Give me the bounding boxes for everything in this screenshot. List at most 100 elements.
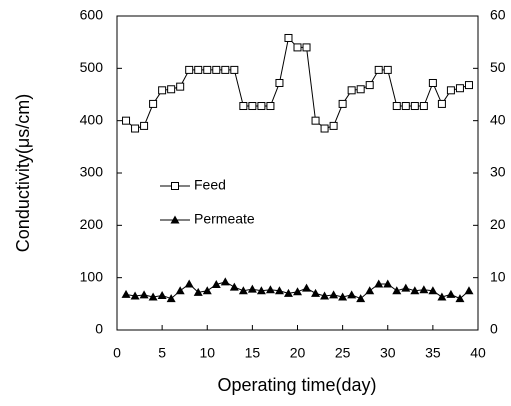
data-point [275,78,284,87]
data-point [167,85,176,94]
data-point [157,290,167,299]
data-point [283,288,293,297]
data-point [428,286,438,295]
data-point [374,65,383,74]
data-point [383,65,392,74]
x-tick-label: 35 [425,345,441,361]
y-tick-label: 400 [80,111,104,127]
data-point [166,294,176,303]
data-point [311,288,321,297]
data-point [347,86,356,95]
data-point [175,286,185,295]
data-point [122,116,131,125]
x-axis-title: Operating time(day) [217,375,376,395]
data-point [211,279,221,288]
x-tick-label: 30 [380,345,396,361]
data-point [239,102,248,111]
legend-marker [170,215,180,224]
data-point [356,85,365,94]
data-point [185,65,194,74]
data-point [230,65,239,74]
x-tick-label: 0 [113,345,121,361]
data-point [464,286,474,295]
data-point [401,283,411,292]
data-point [365,81,374,90]
legend-marker [171,182,179,190]
y-tick-label: 200 [80,216,104,232]
data-point [329,121,338,130]
data-point [446,86,455,95]
data-point [428,78,437,87]
data-point [247,284,257,293]
data-point [410,286,420,295]
data-point [365,286,375,295]
data-point [184,279,194,288]
data-point [320,124,329,133]
data-point [293,43,302,52]
data-point [419,285,429,294]
data-point [455,294,465,303]
y2-tick-label: 10 [490,268,506,284]
data-point [437,292,447,301]
data-point [212,65,221,74]
legend-label: Feed [194,177,226,193]
data-point [401,102,410,111]
x-tick-label: 15 [245,345,261,361]
data-point [464,81,473,90]
x-tick-label: 5 [158,345,166,361]
data-point [302,43,311,52]
x-tick-label: 25 [335,345,351,361]
y-tick-label: 300 [80,164,104,180]
data-point [158,86,167,95]
data-point [320,291,330,300]
data-point [194,65,203,74]
data-point [238,286,248,295]
y2-tick-label: 30 [490,164,506,180]
y-axis-title: Conductivity(μs/cm) [13,94,33,252]
data-point [455,84,464,93]
data-point [257,102,266,111]
data-point [338,292,348,301]
data-point [383,279,393,288]
x-tick-label: 10 [199,345,215,361]
data-point [374,279,384,288]
data-point [265,285,275,294]
data-point [256,286,266,295]
data-point [221,65,230,74]
data-point [302,283,312,292]
x-tick-label: 20 [290,345,306,361]
data-point [338,99,347,108]
plot-frame [116,15,479,331]
data-point [392,102,401,111]
x-tick-label: 40 [470,345,486,361]
data-point [140,121,149,130]
y-tick-label: 100 [80,268,104,284]
data-point [193,287,203,296]
data-point [293,287,302,296]
data-point [130,291,140,300]
y2-tick-label: 40 [490,111,506,127]
y2-tick-label: 20 [490,216,506,232]
data-point [419,102,428,111]
data-point [437,99,446,108]
legend-label: Permeate [194,211,255,227]
data-point [248,102,257,111]
data-point [311,116,320,125]
y2-tick-label: 0 [490,321,498,337]
data-point [284,33,293,42]
data-point [131,124,140,133]
data-point [392,286,402,295]
y2-tick-label: 50 [490,59,506,75]
data-point [446,289,456,298]
y-tick-label: 600 [80,7,104,23]
data-point [220,277,230,286]
data-point [274,286,284,295]
data-point [347,290,357,299]
data-point [148,292,158,301]
y-tick-label: 0 [95,321,103,337]
data-point [356,294,366,303]
data-point [139,290,149,299]
y-tick-label: 500 [80,59,104,75]
data-point [149,99,158,108]
